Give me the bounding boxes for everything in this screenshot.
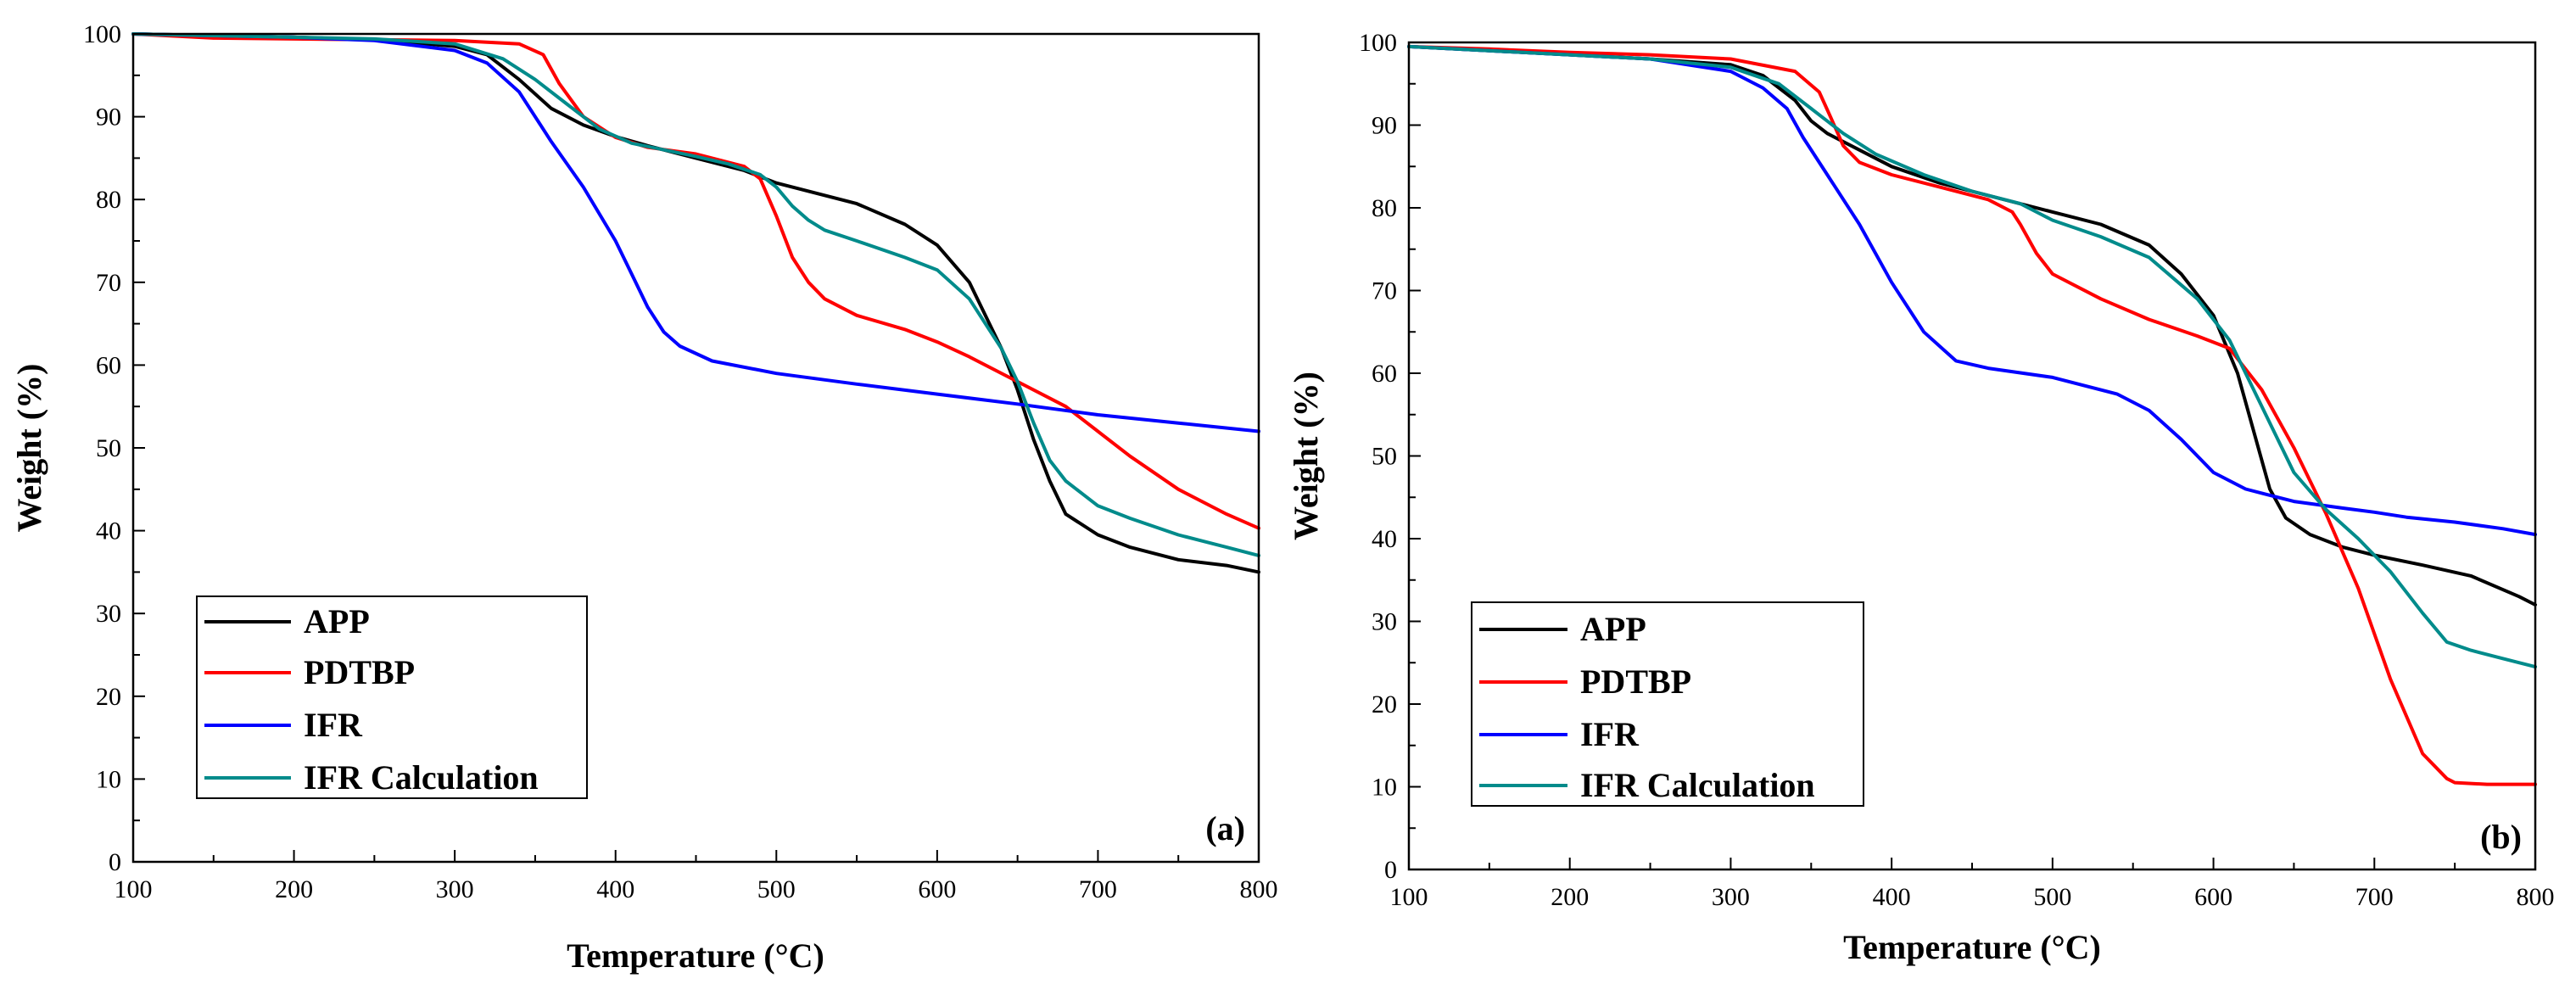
y-tick-label: 0 [1384, 856, 1397, 884]
x-tick-label: 400 [1873, 883, 1911, 911]
x-tick-label: 700 [1079, 875, 1117, 903]
x-tick-label: 600 [918, 875, 956, 903]
x-tick-label: 500 [757, 875, 796, 903]
y-tick-label: 0 [109, 848, 121, 876]
x-tick-label: 300 [436, 875, 474, 903]
legend-label-pdtbp: PDTBP [1580, 663, 1691, 701]
x-tick-label: 100 [115, 875, 153, 903]
y-axis-title: Weight (%) [1287, 372, 1325, 540]
legend: APP PDTBP IFR IFR Calculation [1471, 601, 1864, 807]
y-tick-label: 50 [1372, 443, 1397, 471]
x-tick-label: 400 [596, 875, 634, 903]
x-tick-label: 800 [1240, 875, 1278, 903]
y-tick-label: 20 [1372, 690, 1397, 718]
y-tick-label: 100 [83, 20, 121, 48]
chart-panel-b: 100 200 300 400 500 600 700 800 0 10 20 30 40 50 60 70 8… [1287, 29, 2555, 966]
legend: APP PDTBP IFR IFR Calculation [196, 595, 588, 799]
x-tick-label: 300 [1712, 883, 1750, 911]
y-tick-label: 10 [1372, 774, 1397, 802]
legend-label-ifr-calculation: IFR Calculation [1580, 766, 1815, 804]
legend-label-pdtbp: PDTBP [304, 653, 415, 691]
legend-label-app: APP [304, 602, 370, 640]
legend-label-ifr: IFR [304, 706, 363, 744]
series-line-app [131, 32, 1260, 574]
y-tick-label: 60 [96, 351, 121, 379]
chart-panel-a: 100 200 300 400 500 600 700 800 0 10 20 30 40 50 60 70 8… [10, 20, 1278, 975]
x-tick-label: 600 [2194, 883, 2232, 911]
x-axis-title: Temperature (°C) [567, 936, 824, 975]
series-line-pdtbp [131, 32, 1260, 530]
y-tick-label: 80 [1372, 194, 1397, 222]
series-line-ifr-calculation [131, 32, 1260, 557]
panel-label: (b) [2480, 818, 2522, 856]
x-tick-label: 200 [275, 875, 313, 903]
y-tick-label: 70 [96, 269, 121, 297]
x-axis-title: Temperature (°C) [1843, 928, 2101, 966]
y-tick-label: 100 [1359, 29, 1397, 57]
series-line-ifr-calculation [1407, 44, 2537, 669]
y-tick-label: 40 [1372, 525, 1397, 553]
series-line-pdtbp [1407, 44, 2537, 786]
panel-label: (a) [1205, 809, 1245, 847]
y-tick-label: 70 [1372, 277, 1397, 305]
legend-label-ifr-calculation: IFR Calculation [304, 758, 539, 797]
y-tick-label: 90 [96, 103, 121, 131]
x-tick-label: 700 [2355, 883, 2394, 911]
y-tick-label: 10 [96, 765, 121, 793]
series-line-ifr [131, 32, 1260, 433]
series-line-ifr [1407, 44, 2537, 537]
y-tick-label: 40 [96, 517, 121, 545]
y-tick-label: 50 [96, 434, 121, 462]
y-tick-label: 20 [96, 683, 121, 711]
x-tick-label: 200 [1551, 883, 1589, 911]
y-tick-label: 90 [1372, 112, 1397, 140]
y-tick-label: 60 [1372, 360, 1397, 388]
legend-label-app: APP [1580, 610, 1646, 648]
legend-box [196, 595, 588, 799]
x-tick-label: 800 [2517, 883, 2555, 911]
y-tick-label: 80 [96, 186, 121, 214]
x-tick-label: 100 [1390, 883, 1428, 911]
y-tick-label: 30 [96, 600, 121, 628]
legend-label-ifr: IFR [1580, 715, 1640, 753]
y-axis-title: Weight (%) [10, 364, 48, 533]
x-tick-label: 500 [2033, 883, 2071, 911]
legend-box [1471, 601, 1864, 807]
series-line-app [1407, 44, 2537, 607]
y-tick-label: 30 [1372, 608, 1397, 636]
